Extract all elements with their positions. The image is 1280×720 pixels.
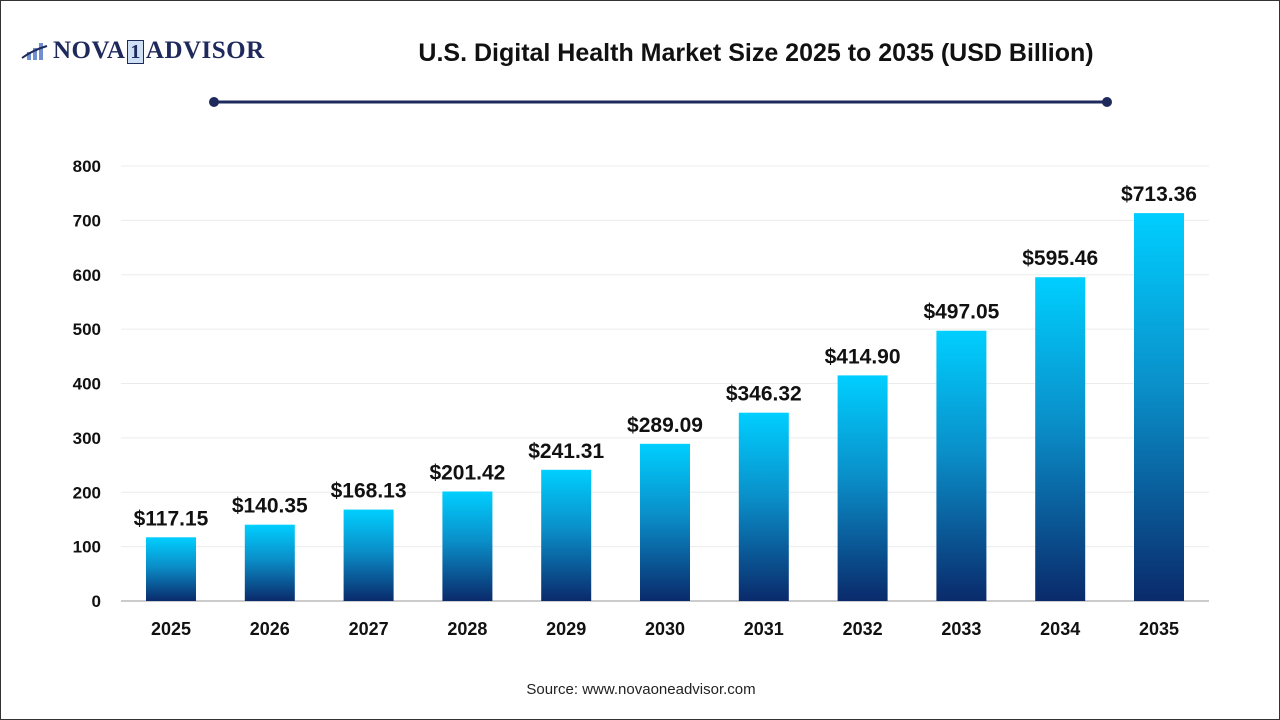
x-tick-label: 2034 <box>1040 619 1080 639</box>
bar-2034 <box>1035 277 1086 601</box>
data-label: $140.35 <box>232 495 308 518</box>
y-tick-label: 800 <box>73 157 101 176</box>
logo: NOVA 1 ADVISOR <box>21 37 265 65</box>
data-label: $168.13 <box>331 480 407 503</box>
x-tick-label: 2033 <box>941 619 981 639</box>
y-tick-label: 200 <box>73 483 101 502</box>
chart-title: U.S. Digital Health Market Size 2025 to … <box>418 39 1094 67</box>
y-tick-label: 400 <box>73 375 101 394</box>
x-tick-label: 2029 <box>546 619 586 639</box>
title-line-dot-left <box>209 97 219 107</box>
source-text: Source: www.novaoneadvisor.com <box>526 681 756 698</box>
data-label: $595.46 <box>1022 247 1098 270</box>
bar-2033 <box>936 330 987 601</box>
x-tick-label: 2031 <box>744 619 784 639</box>
data-label: $201.42 <box>429 461 505 484</box>
data-label: $241.31 <box>528 440 604 463</box>
bar-2029 <box>541 469 592 601</box>
data-label: $289.09 <box>627 414 703 437</box>
bar-2026 <box>244 524 295 601</box>
bar-2027 <box>343 509 394 601</box>
bar-2031 <box>738 412 789 601</box>
bar-2025 <box>146 537 196 601</box>
x-tick-label: 2027 <box>349 619 389 639</box>
data-label: $497.05 <box>923 301 999 324</box>
x-tick-label: 2032 <box>843 619 883 639</box>
title-line-dot-right <box>1102 97 1112 107</box>
bar-2030 <box>640 443 690 601</box>
bar-2032 <box>837 375 888 601</box>
y-tick-label: 300 <box>73 429 101 448</box>
logo-text: NOVA 1 ADVISOR <box>53 37 265 64</box>
x-tick-label: 2030 <box>645 619 685 639</box>
data-label: $414.90 <box>825 345 901 368</box>
bar-2035 <box>1134 213 1184 601</box>
x-tick-label: 2025 <box>151 619 191 639</box>
data-label: $713.36 <box>1121 183 1197 206</box>
bar-chart: 0 100 200 300 400 500 600 700 800 $117.15 2025 $140… <box>73 97 1209 639</box>
y-tick-label: 100 <box>73 538 101 557</box>
x-tick-label: 2026 <box>250 619 290 639</box>
y-tick-label: 500 <box>73 320 101 339</box>
y-tick-label: 600 <box>73 266 101 285</box>
data-label: $117.15 <box>134 507 209 530</box>
y-tick-label: 700 <box>73 211 101 230</box>
x-tick-label: 2035 <box>1139 619 1179 639</box>
data-label: $346.32 <box>726 383 802 406</box>
logo-bars-icon <box>21 43 48 60</box>
x-tick-label: 2028 <box>447 619 487 639</box>
y-tick-label: 0 <box>92 592 101 611</box>
bar-2028 <box>442 491 493 601</box>
